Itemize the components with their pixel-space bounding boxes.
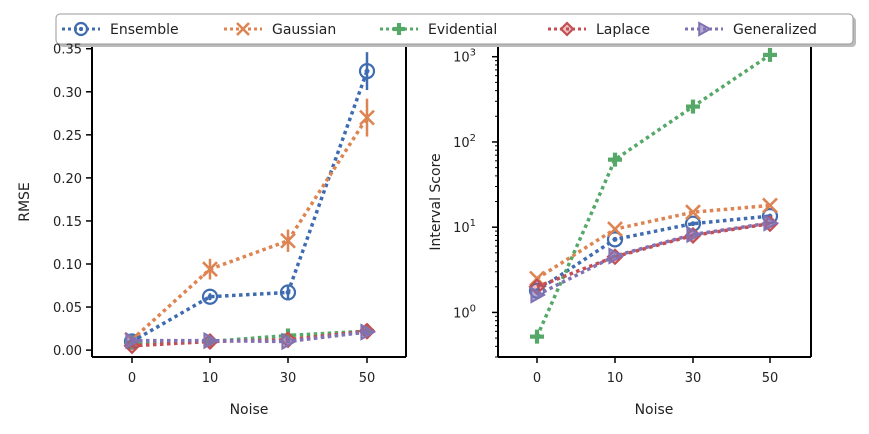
interval-x-tick-label: 10: [607, 371, 624, 386]
legend-item-gaussian: Gaussian: [224, 22, 336, 38]
rmse-series-laplace: [123, 322, 376, 355]
interval-series-evidential: [530, 47, 777, 344]
legend-item-laplace: Laplace: [548, 21, 650, 38]
interval-line-generalized: [536, 221, 771, 297]
interval-y-tick-label: 102: [453, 133, 476, 151]
legend-label-evidential: Evidential: [428, 22, 497, 38]
rmse-point-generalized: [125, 331, 142, 350]
interval-line-ensemble: [536, 214, 771, 293]
rmse-series-gaussian: [124, 98, 375, 348]
rmse-point-gaussian: [202, 261, 218, 278]
interval-point-gaussian: [762, 197, 778, 214]
legend-item-ensemble: Ensemble: [62, 21, 179, 38]
interval-line-gaussian: [536, 203, 771, 280]
rmse-line-generalized: [132, 330, 368, 344]
rmse-point-ensemble: [201, 288, 219, 305]
legend-label-ensemble: Ensemble: [110, 22, 179, 38]
interval-point-gaussian: [685, 204, 701, 221]
interval-point-evidential: [763, 47, 777, 62]
interval-line-evidential: [535, 53, 771, 338]
interval-series: [528, 47, 780, 344]
legend: Ensemble Gaussian Evidential Laplace General…: [55, 13, 856, 47]
interval-line-laplace: [536, 221, 771, 289]
rmse-x-tick-label: 30: [280, 371, 297, 386]
rmse-line-gaussian: [130, 116, 369, 342]
interval-x-axis-label: Noise: [635, 402, 674, 418]
rmse-y-tick-label: 0.20: [53, 172, 82, 187]
rmse-y-tick-label: 0.10: [53, 258, 82, 273]
rmse-y-tick-label: 0.35: [53, 43, 82, 58]
rmse-line-ensemble: [131, 70, 369, 344]
rmse-y-tick-label: 0.00: [53, 344, 82, 359]
rmse-x-tick-label: 50: [359, 371, 376, 386]
rmse-point-generalized: [281, 332, 298, 351]
rmse-axes-frame: [91, 47, 407, 358]
interval-point-generalized: [686, 225, 703, 244]
interval-x-tick-label: 30: [685, 371, 702, 386]
interval-axes-frame: [497, 47, 812, 358]
rmse-panel: 0 10 30 500.000.050.100.150.200.250.300.35 …: [17, 43, 407, 418]
rmse-y-axis-label: RMSE: [17, 182, 33, 222]
legend-box: [55, 13, 854, 45]
legend-marker-generalized: [698, 21, 713, 37]
interval-ticks: 0 10 30 50 100 101 102 103: [453, 48, 778, 386]
interval-point-generalized: [608, 247, 625, 265]
interval-y-tick-label: 103: [453, 48, 476, 66]
rmse-point-gaussian: [359, 109, 375, 126]
interval-y-tick-label: 100: [453, 303, 476, 321]
interval-point-gaussian: [607, 221, 623, 238]
interval-series-ensemble: [528, 207, 779, 299]
interval-x-tick-label: 0: [533, 371, 541, 386]
interval-point-evidential: [530, 329, 544, 344]
interval-point-generalized: [763, 214, 780, 232]
interval-series-generalized: [530, 214, 780, 304]
interval-point-generalized: [530, 286, 547, 304]
rmse-point-generalized: [203, 331, 220, 350]
interval-y-axis-label: Interval Score: [428, 153, 444, 250]
legend-marker-gaussian: [236, 22, 250, 36]
rmse-point-ensemble: [279, 284, 297, 301]
legend-marker-laplace: [559, 21, 575, 37]
rmse-y-tick-label: 0.25: [53, 129, 82, 144]
interval-x-tick-label: 50: [762, 371, 779, 386]
rmse-line-laplace: [131, 329, 368, 348]
interval-point-evidential: [608, 152, 622, 167]
rmse-series: [123, 52, 377, 355]
legend-item-generalized: Generalized: [685, 21, 817, 38]
rmse-x-axis-label: Noise: [230, 402, 269, 418]
rmse-ticks: 0 10 30 50 0.00 0.05 0.10 0.15 0.20 0.25 0.30 0.35: [53, 43, 375, 386]
rmse-point-generalized: [360, 323, 377, 341]
rmse-x-tick-label: 10: [202, 371, 219, 386]
rmse-y-tick-label: 0.30: [53, 86, 82, 101]
rmse-y-tick-label: 0.15: [53, 215, 82, 230]
rmse-y-tick-label: 0.05: [53, 301, 82, 316]
interval-score-panel: 0 10 30 50 100 101 102 103 Noise Interval Score: [428, 47, 812, 418]
interval-point-evidential: [686, 99, 700, 114]
rmse-series-generalized: [125, 323, 377, 351]
legend-marker-evidential: [393, 23, 405, 35]
legend-marker-ensemble: [73, 21, 89, 37]
rmse-point-gaussian: [280, 232, 296, 249]
rmse-point-ensemble: [358, 63, 376, 80]
legend-label-generalized: Generalized: [733, 22, 817, 38]
interval-series-laplace: [528, 215, 779, 296]
legend-label-gaussian: Gaussian: [272, 22, 336, 38]
legend-item-evidential: Evidential: [380, 22, 497, 38]
rmse-x-tick-label: 0: [128, 371, 136, 386]
legend-label-laplace: Laplace: [596, 22, 650, 38]
interval-point-ensemble: [606, 231, 624, 248]
rmse-series-ensemble: [123, 52, 376, 350]
interval-y-tick-label: 101: [453, 218, 476, 236]
